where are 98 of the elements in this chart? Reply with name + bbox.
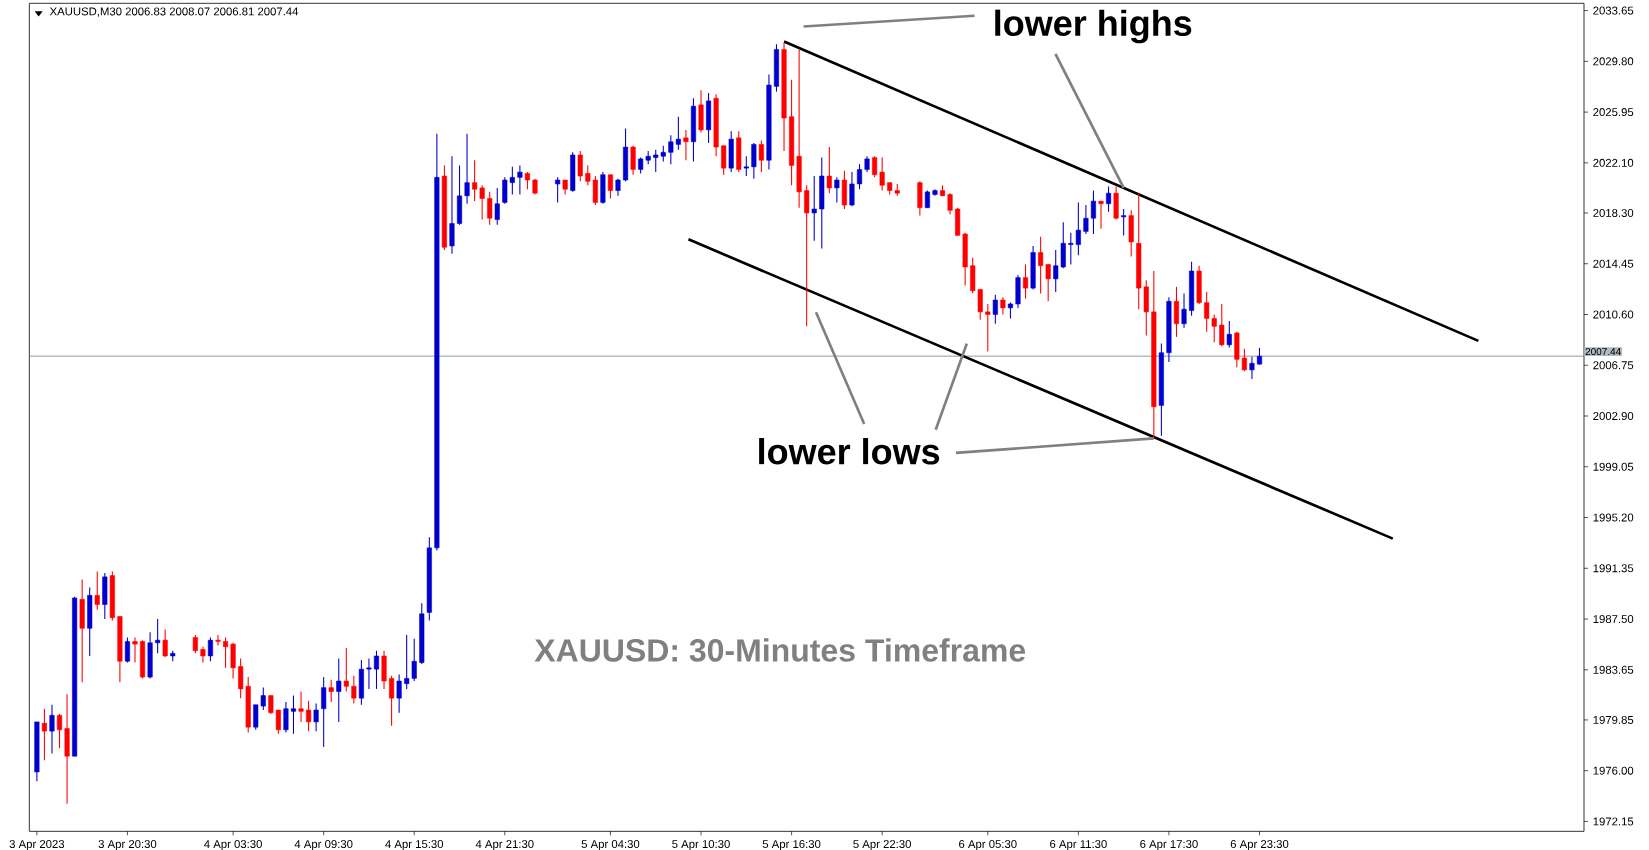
x-tick-label: 3 Apr 2023 (9, 840, 65, 850)
y-tick-label: 1991.35 (1593, 564, 1634, 573)
x-tick-label: 5 Apr 22:30 (853, 840, 911, 850)
y-tick-label: 2002.90 (1593, 412, 1634, 421)
y-tick-label: 1987.50 (1593, 615, 1634, 624)
candlestick (155, 618, 161, 654)
candlestick (389, 675, 395, 727)
y-tick-label: 2006.75 (1593, 361, 1634, 370)
candlestick (1083, 204, 1089, 235)
candlestick (94, 571, 100, 611)
candlestick (373, 650, 380, 690)
annotation: XAUUSD,M30 2006.83 2008.07 2006.81 2007.44 (49, 7, 299, 17)
candlestick (328, 679, 334, 703)
candlestick (313, 702, 319, 732)
candlestick (321, 676, 327, 748)
candlestick (1249, 356, 1255, 380)
candlestick (992, 294, 998, 325)
x-tick-label: 4 Apr 15:30 (385, 840, 444, 850)
y-tick-label: 1999.05 (1593, 462, 1634, 471)
candlestick (849, 171, 855, 207)
candlestick (683, 129, 689, 161)
candlestick (517, 164, 523, 196)
y-tick-label: 2014.45 (1593, 259, 1634, 268)
candlestick (743, 155, 749, 177)
candlestick (834, 176, 840, 203)
candlestick (1181, 292, 1187, 329)
y-tick-label: 2029.80 (1593, 57, 1634, 66)
candlestick (336, 658, 342, 723)
x-tick-label: 5 Apr 16:30 (762, 840, 821, 850)
candlestick (577, 150, 583, 182)
candlestick (804, 184, 810, 327)
y-tick-label: 2025.95 (1593, 108, 1634, 117)
candlestick (56, 713, 63, 749)
x-tick-label: 4 Apr 03:30 (204, 840, 262, 850)
candlestick (494, 187, 500, 226)
candlestick (947, 192, 953, 215)
candlestick (751, 142, 757, 180)
x-tick-label: 3 Apr 20:30 (98, 840, 157, 850)
candlestick (1106, 186, 1112, 213)
y-tick-label: 2010.60 (1593, 310, 1634, 319)
candlestick (215, 634, 221, 646)
candlestick (1226, 320, 1232, 348)
candlestick (985, 303, 991, 352)
candlestick (487, 191, 493, 226)
y-tick-label: 1976.00 (1593, 766, 1634, 775)
candlestick (192, 634, 198, 654)
x-tick-label: 5 Apr 10:30 (672, 840, 730, 850)
annotation: lower lows (759, 438, 940, 465)
candlestick (721, 145, 727, 176)
y-tick-label: 1972.15 (1593, 817, 1634, 826)
candlestick (630, 145, 636, 176)
y-tick-label: 1979.85 (1593, 715, 1634, 724)
candlestick (283, 701, 289, 733)
candlestick (555, 176, 561, 203)
x-tick-label: 5 Apr 04:30 (581, 840, 640, 850)
candlestick (811, 175, 817, 242)
candlestick (343, 647, 349, 693)
candlestick (1121, 208, 1127, 236)
candlestick (396, 673, 402, 714)
candlestick (1090, 190, 1096, 235)
candlestick (223, 636, 229, 669)
x-tick-label: 6 Apr 05:30 (959, 840, 1017, 850)
candlestick (207, 636, 213, 662)
candlestick (449, 155, 455, 255)
candlestick (298, 691, 304, 723)
candlestick (758, 139, 764, 173)
candlestick (856, 163, 863, 190)
candlestick (162, 629, 168, 658)
x-tick-label: 6 Apr 23:30 (1230, 840, 1289, 850)
x-tick-label: 4 Apr 09:30 (294, 840, 353, 850)
candlestick (132, 636, 138, 664)
candlestick (290, 694, 297, 735)
candlestick (1219, 303, 1225, 347)
y-tick-label: 2033.65 (1593, 6, 1634, 15)
x-tick-label: 6 Apr 17:30 (1140, 840, 1198, 850)
candlestick (607, 174, 613, 199)
candlestick (464, 133, 470, 205)
candlestick (49, 704, 55, 755)
y-tick-label: 1983.65 (1593, 665, 1634, 674)
y-tick-label: 1995.20 (1593, 513, 1634, 522)
candlestick (230, 642, 236, 679)
candlestick (200, 646, 206, 664)
candlestick (1023, 263, 1029, 300)
y-tick-label: 2022.10 (1593, 158, 1634, 167)
candlestick (41, 708, 47, 761)
candlestick (1098, 200, 1104, 230)
candlestick (1173, 286, 1180, 338)
candlestick (124, 636, 130, 664)
x-tick-label: 6 Apr 11:30 (1050, 840, 1107, 850)
annotation: lower highs (995, 9, 1192, 44)
candlestick (306, 700, 312, 732)
x-tick-label: 4 Apr 21:30 (475, 840, 534, 850)
candlestick (351, 675, 357, 704)
y-tick-label: 2018.30 (1593, 208, 1634, 217)
text: XAUUSD: 30-Minutes Timeframe (534, 638, 1026, 662)
ref-line-label: 2007.44 (1585, 348, 1621, 356)
candlestick (826, 146, 832, 194)
candlestick (366, 658, 372, 690)
